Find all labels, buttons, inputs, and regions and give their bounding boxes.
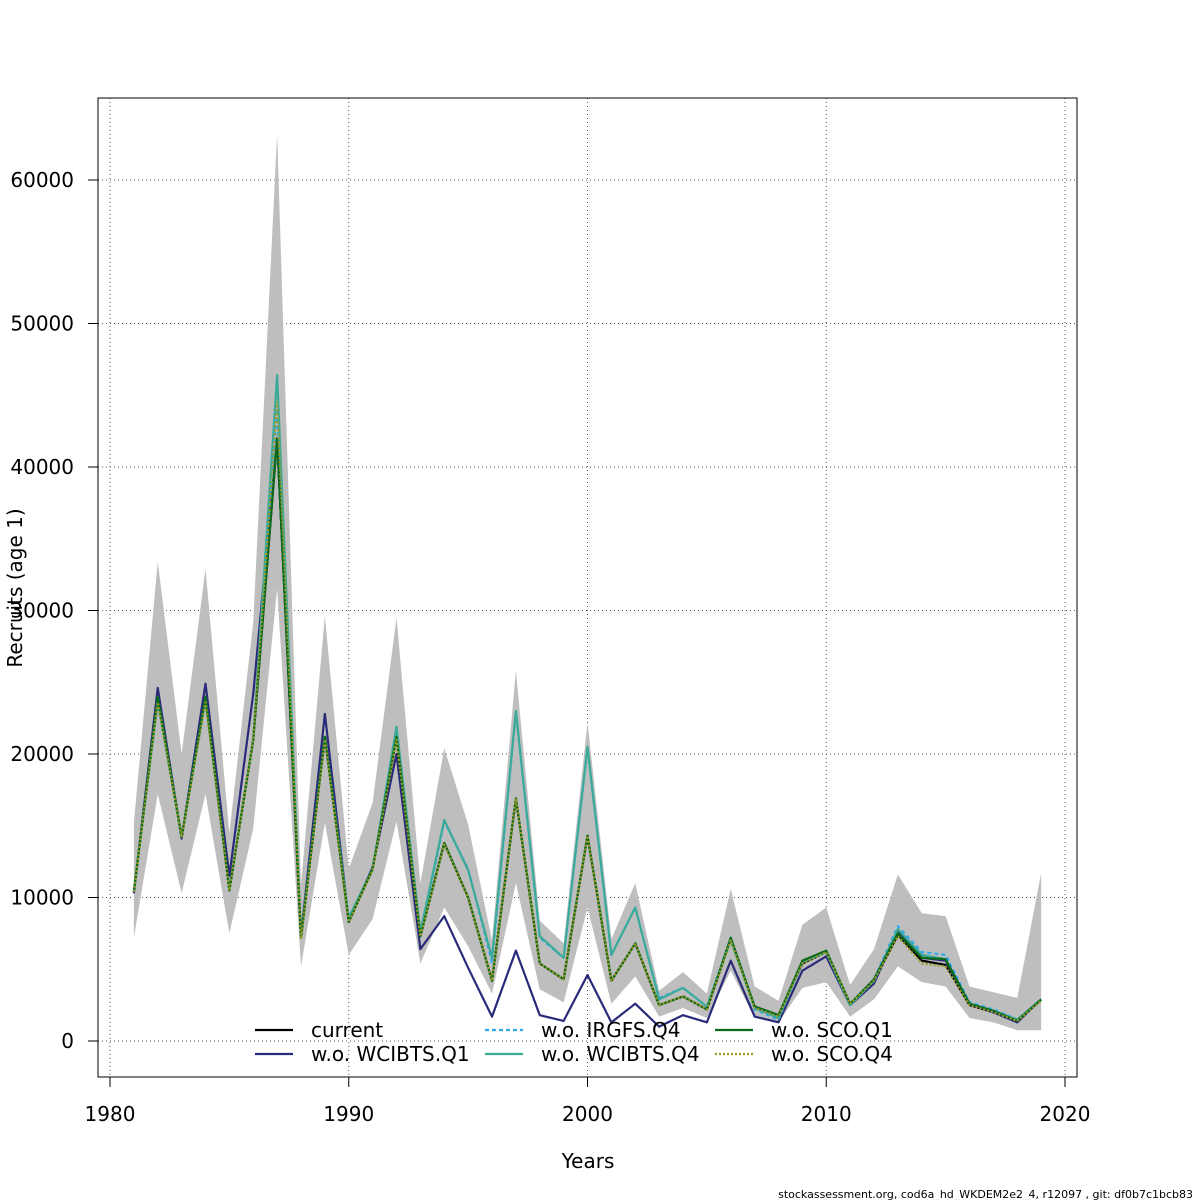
series-lines xyxy=(132,374,1042,1028)
x-axis: 1980 1990 2000 2010 2020 xyxy=(85,1076,1091,1126)
y-tick-label: 0 xyxy=(61,1029,74,1053)
footer-note: stockassessment.org, cod6a_hd_WKDEM2e2_4… xyxy=(778,1188,1193,1200)
series-line-5 xyxy=(132,401,1042,1023)
confidence-band-area xyxy=(133,134,1042,1031)
y-axis: 0 10000 20000 30000 40000 50000 60000 xyxy=(10,168,99,1053)
legend-label: w.o. WCIBTS.Q1 xyxy=(311,1042,470,1066)
y-axis-label: Recruits (age 1) xyxy=(3,508,27,667)
y-tick-label: 10000 xyxy=(10,886,74,910)
x-tick-label: 2000 xyxy=(562,1102,613,1126)
x-tick-label: 2020 xyxy=(1040,1102,1091,1126)
x-tick-label: 1980 xyxy=(85,1102,136,1126)
y-tick-label: 60000 xyxy=(10,168,74,192)
y-tick-label: 40000 xyxy=(10,455,74,479)
confidence-band xyxy=(133,134,1042,1031)
legend-label: w.o. SCO.Q1 xyxy=(771,1018,893,1042)
y-tick-label: 50000 xyxy=(10,312,74,336)
x-axis-label: Years xyxy=(561,1149,615,1173)
y-tick-label: 30000 xyxy=(10,599,74,623)
legend-label: current xyxy=(311,1018,383,1042)
legend-label: w.o. SCO.Q4 xyxy=(771,1042,893,1066)
legend-label: w.o. WCIBTS.Q4 xyxy=(541,1042,700,1066)
series-line-4 xyxy=(132,437,1042,1023)
y-tick-label: 20000 xyxy=(10,742,74,766)
x-tick-label: 2010 xyxy=(801,1102,852,1126)
legend-label: w.o. IRGFS.Q4 xyxy=(541,1018,680,1042)
x-tick-label: 1990 xyxy=(323,1102,374,1126)
